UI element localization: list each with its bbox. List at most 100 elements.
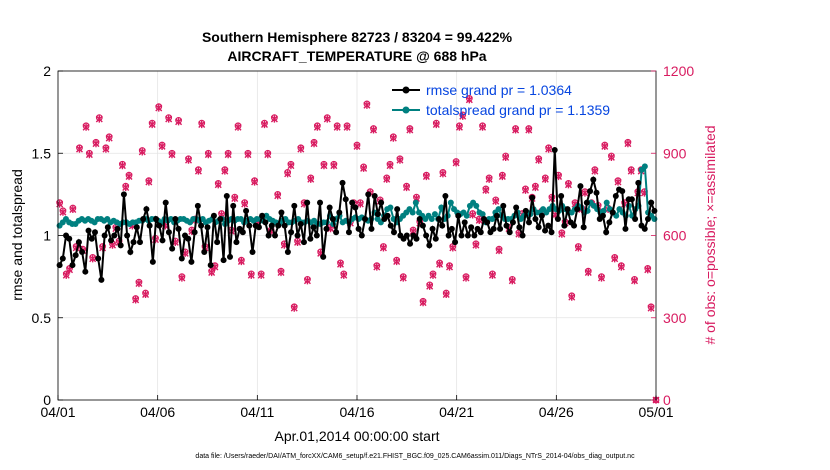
obs-assimilated-point-152: [558, 230, 566, 238]
rmse-series: [56, 146, 658, 283]
rmse-point-105: [394, 206, 401, 213]
obs-assimilated-point-27: [145, 178, 153, 186]
obs-assimilated-point-31: [158, 142, 166, 150]
obs-assimilated-point-56: [241, 200, 249, 208]
rmse-point-118: [435, 216, 442, 223]
obs-assimilated-point-53: [231, 194, 239, 203]
rmse-point-82: [320, 253, 327, 260]
rmse-point-41: [188, 258, 195, 265]
obs-assimilated-point-167: [607, 153, 615, 161]
rmse-point-25: [136, 239, 143, 246]
rmse-point-48: [210, 212, 217, 219]
rmse-point-85: [329, 216, 336, 223]
obs-assimilated-point-75: [303, 277, 311, 285]
rmse-point-136: [493, 212, 500, 219]
obs-assimilated-point-15: [105, 134, 113, 142]
obs-assimilated-point-33: [165, 115, 173, 123]
rmse-point-128: [468, 224, 475, 231]
obs-assimilated-point-42: [194, 167, 202, 175]
obs-assimilated-point-59: [251, 178, 259, 186]
totalspread-point-104: [387, 204, 394, 211]
obs-assimilated-point-164: [597, 274, 605, 282]
rmse-point-8: [82, 268, 89, 275]
rmse-point-94: [358, 232, 365, 239]
rmse-point-144: [519, 232, 526, 239]
rmse-point-148: [532, 216, 539, 223]
rmse-point-178: [628, 196, 635, 203]
rmse-point-103: [387, 222, 394, 229]
rmse-point-135: [490, 225, 497, 232]
rmse-point-55: [233, 239, 240, 246]
obs-assimilated-point-87: [343, 123, 351, 131]
rmse-point-165: [587, 188, 594, 195]
rmse-point-113: [419, 222, 426, 229]
totalspread-point-171: [600, 207, 607, 214]
obs-assimilated-point-111: [422, 172, 430, 181]
rmse-point-57: [239, 229, 246, 236]
obs-assimilated-point-46: [208, 268, 216, 277]
obs-assimilated-point-104: [399, 274, 407, 282]
rmse-point-28: [146, 222, 153, 229]
rmse-point-47: [207, 262, 214, 269]
obs-assimilated-point-155: [568, 293, 576, 301]
totalspread-point-138: [495, 206, 502, 213]
y-tick-label-1: 0.5: [32, 310, 52, 326]
rmse-point-162: [577, 183, 584, 190]
rmse-point-65: [265, 232, 272, 239]
rmse-point-45: [201, 248, 208, 255]
rmse-point-121: [445, 232, 452, 239]
rmse-point-36: [172, 216, 179, 223]
rmse-point-21: [124, 232, 131, 239]
rmse-point-170: [603, 229, 610, 236]
obs-assimilated-point-121: [455, 123, 463, 131]
rmse-point-9: [85, 227, 92, 234]
rmse-point-26: [140, 216, 147, 223]
obs-assimilated-point-39: [185, 156, 192, 164]
rmse-point-92: [352, 204, 359, 211]
rmse-point-84: [326, 204, 333, 211]
obs-assimilated-point-110: [419, 299, 427, 307]
right-axis: 0 300 600 900 1200: [651, 63, 694, 408]
x-tick-label-5: 04/26: [539, 404, 574, 420]
rmse-point-23: [130, 239, 137, 246]
rmse-point-115: [426, 242, 433, 249]
rmse-point-88: [339, 179, 346, 186]
rmse-point-89: [342, 196, 349, 203]
rmse-point-114: [423, 232, 430, 239]
rmse-point-54: [230, 202, 237, 209]
obs-assimilated-point-81: [323, 115, 331, 123]
rmse-point-160: [571, 222, 578, 229]
obs-assimilated-point-178: [644, 266, 652, 274]
rmse-point-184: [648, 199, 655, 206]
obs-assimilated-point-85: [336, 260, 344, 268]
obs-assimilated-point-125: [469, 211, 477, 219]
rmse-point-86: [333, 229, 340, 236]
rmse-point-11: [91, 229, 98, 236]
rmse-point-18: [114, 225, 121, 232]
obs-assimilated-point-119: [449, 244, 457, 252]
obs-assimilated-point-86: [340, 271, 348, 279]
obs-assimilated-point-115: [436, 260, 444, 268]
rmse-point-102: [384, 212, 391, 219]
obs-assimilated-point-65: [270, 115, 278, 123]
rmse-point-50: [217, 216, 224, 223]
rmse-point-77: [304, 199, 311, 206]
obs-assimilated-point-134: [498, 172, 506, 181]
x-tick-label-4: 04/21: [439, 404, 474, 420]
y2-tick-label-0: 0: [663, 392, 671, 408]
obs-assimilated-point-54: [234, 123, 242, 131]
obs-assimilated-point-98: [379, 244, 387, 252]
obs-assimilated-point-173: [627, 167, 635, 175]
rmse-point-138: [500, 202, 507, 209]
rmse-point-119: [439, 222, 446, 229]
rmse-point-71: [284, 248, 291, 255]
rmse-point-151: [542, 227, 549, 234]
rmse-point-20: [120, 191, 127, 198]
rmse-point-95: [362, 216, 369, 223]
obs-assimilated-point-28: [148, 120, 156, 129]
x-tick-label-2: 04/11: [240, 404, 274, 420]
rmse-point-124: [455, 212, 462, 219]
rmse-point-98: [371, 193, 378, 200]
rmse-point-112: [416, 216, 423, 223]
rmse-point-152: [545, 222, 552, 229]
